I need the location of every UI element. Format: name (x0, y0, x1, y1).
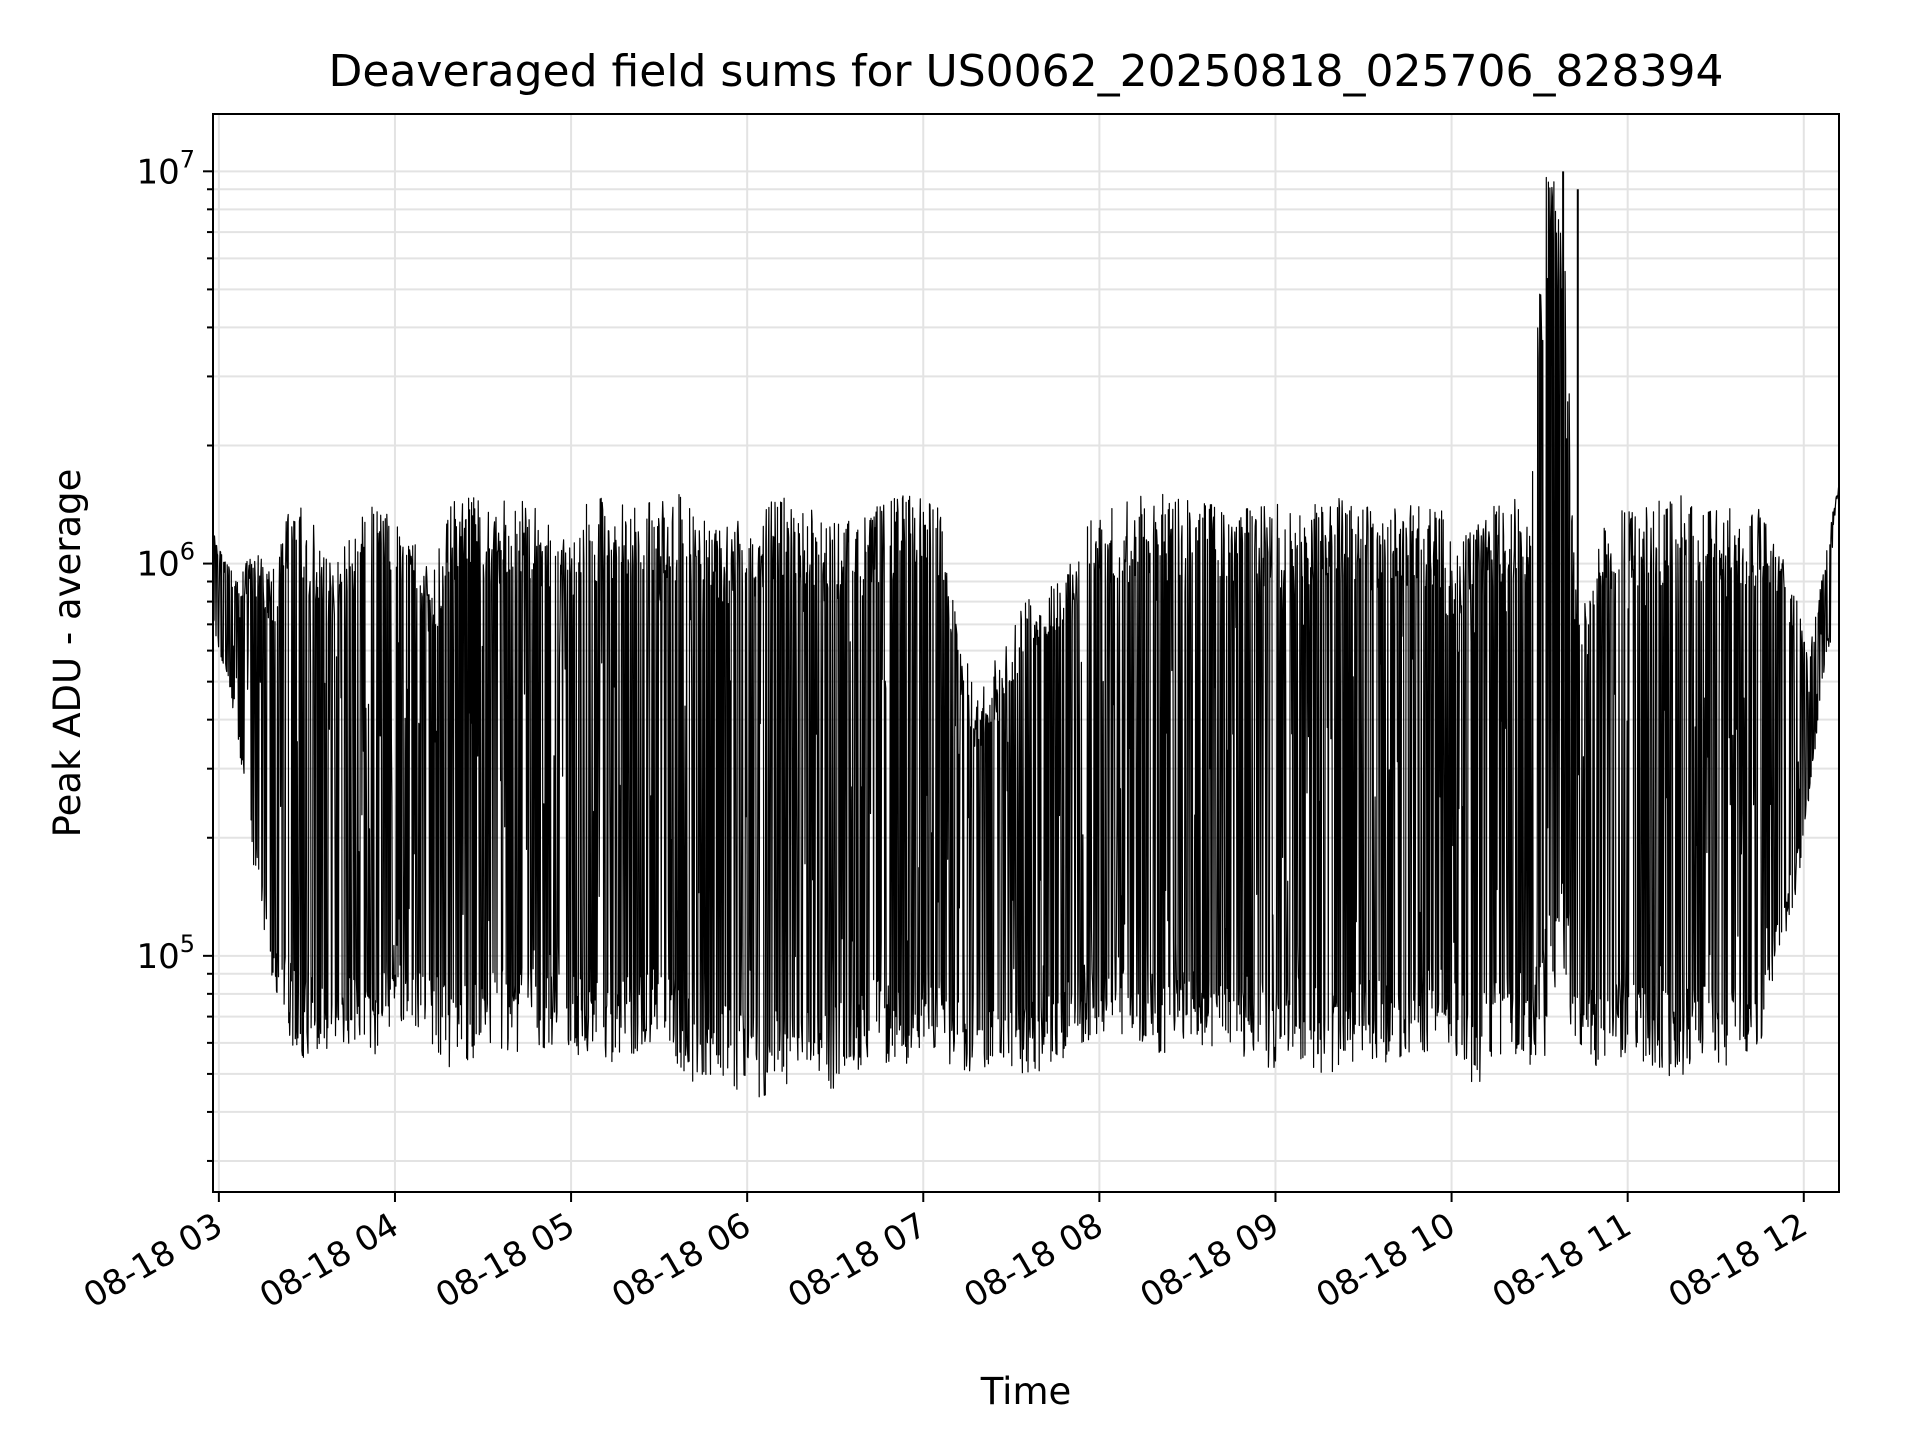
y-axis-label: Peak ADU - average (46, 469, 89, 838)
y-tick-label: 105 (136, 930, 195, 977)
y-axis: 105 106 107 (136, 145, 213, 1162)
data-line (212, 176, 1840, 1098)
chart-title: Deaveraged field sums for US0062_2025081… (329, 46, 1724, 97)
y-tick-label: 106 (136, 538, 195, 585)
y-tick-label: 107 (136, 145, 195, 192)
series-line (212, 171, 1840, 1098)
plot-frame (212, 113, 1840, 1193)
x-axis-label: Time (980, 1370, 1072, 1413)
